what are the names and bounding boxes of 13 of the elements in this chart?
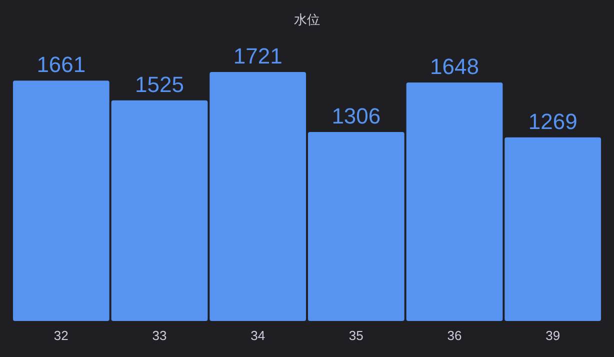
x-tick-label: 35 — [348, 328, 364, 343]
data-label: 1648 — [430, 54, 479, 80]
data-label: 1721 — [233, 44, 282, 68]
chart-title: 水位 — [294, 12, 320, 27]
x-tick-label: 36 — [447, 328, 462, 343]
x-tick-label: 34 — [250, 328, 266, 343]
data-label: 1306 — [332, 104, 381, 129]
data-label: 1269 — [528, 108, 578, 134]
x-tick-label: 32 — [54, 328, 68, 343]
data-label: 1661 — [36, 52, 86, 78]
x-tick-label: 39 — [546, 328, 560, 343]
data-label: 1525 — [135, 72, 184, 97]
x-tick-label: 33 — [152, 328, 167, 343]
